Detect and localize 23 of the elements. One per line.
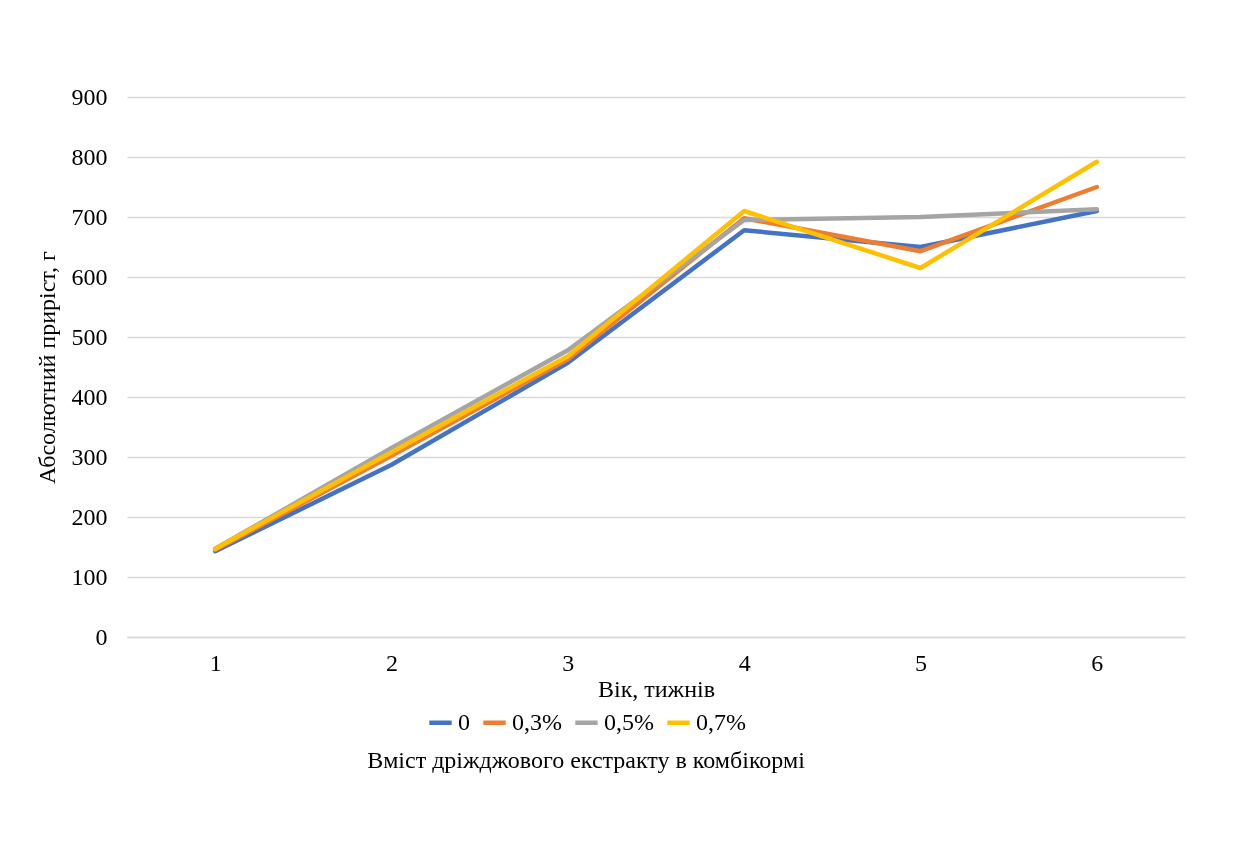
- legend-label: 0,7%: [696, 708, 746, 735]
- y-tick-label: 0: [95, 623, 108, 650]
- legend-label: 0,5%: [604, 708, 654, 735]
- x-tick-label: 1: [209, 649, 222, 676]
- x-tick-label: 3: [562, 649, 575, 676]
- legend-label: 0,3%: [512, 708, 562, 735]
- y-tick-label: 600: [71, 263, 108, 290]
- y-tick-label: 100: [71, 563, 108, 590]
- x-tick-label: 5: [915, 649, 927, 676]
- x-tick-label: 6: [1091, 649, 1104, 676]
- y-tick-label: 800: [71, 143, 108, 170]
- x-axis-title: Вік, тижнів: [597, 675, 716, 702]
- x-tick-label: 4: [738, 649, 751, 676]
- y-tick-label: 500: [71, 323, 108, 350]
- y-tick-label: 900: [71, 83, 108, 110]
- legend-label: 0: [458, 708, 470, 735]
- y-axis-title: Абсолютний приріст, г: [33, 250, 60, 484]
- x-tick-label: 2: [386, 649, 398, 676]
- legend-title: Вміст дріжджового екстракту в комбікормі: [367, 747, 806, 773]
- y-tick-label: 200: [71, 503, 108, 530]
- y-tick-label: 400: [71, 383, 108, 410]
- y-tick-label: 300: [71, 443, 108, 470]
- y-tick-label: 700: [71, 203, 108, 230]
